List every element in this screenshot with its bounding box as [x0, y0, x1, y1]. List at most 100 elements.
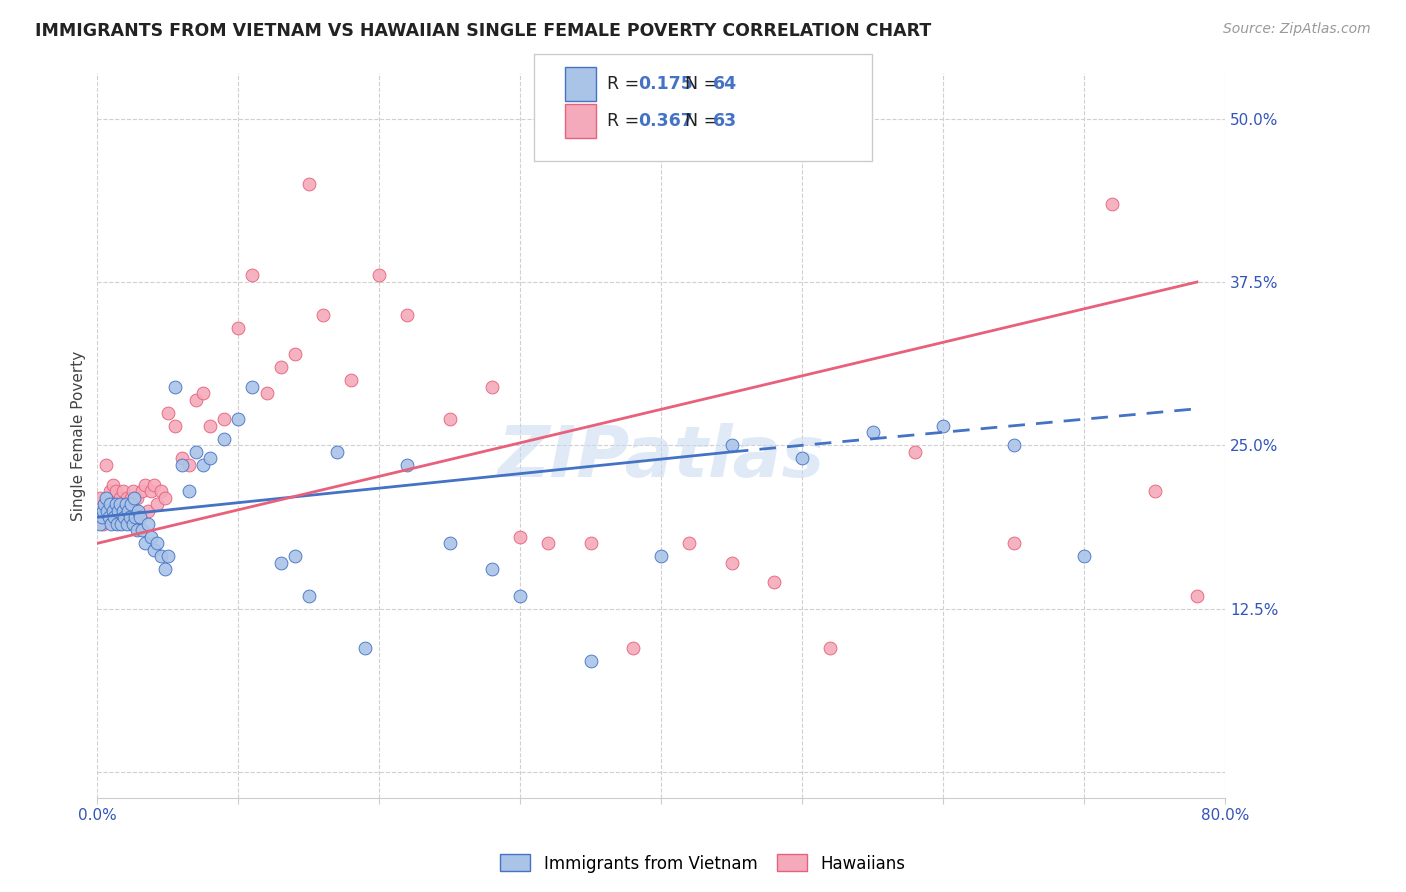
- Point: [579, 654, 602, 668]
- Point: [763, 575, 786, 590]
- Point: [177, 458, 200, 472]
- Text: 63: 63: [713, 112, 737, 130]
- Point: [170, 451, 193, 466]
- Point: [97, 497, 120, 511]
- Point: [90, 510, 112, 524]
- Point: [97, 510, 120, 524]
- Point: [184, 392, 207, 407]
- Point: [156, 549, 179, 564]
- Point: [121, 484, 143, 499]
- Point: [1143, 484, 1166, 499]
- Text: Source: ZipAtlas.com: Source: ZipAtlas.com: [1223, 22, 1371, 37]
- Point: [120, 497, 142, 511]
- Text: 0.175: 0.175: [638, 75, 693, 93]
- Point: [105, 516, 128, 531]
- Point: [93, 497, 115, 511]
- Point: [270, 359, 292, 374]
- Point: [89, 516, 111, 531]
- Text: R =: R =: [607, 112, 645, 130]
- Point: [368, 268, 391, 283]
- Point: [481, 379, 503, 393]
- Text: 0.367: 0.367: [638, 112, 693, 130]
- Point: [111, 503, 134, 517]
- Point: [153, 491, 176, 505]
- Point: [125, 523, 148, 537]
- Point: [131, 484, 153, 499]
- Point: [122, 491, 145, 505]
- Point: [112, 510, 135, 524]
- Point: [212, 412, 235, 426]
- Point: [932, 418, 955, 433]
- Point: [820, 640, 842, 655]
- Point: [1101, 196, 1123, 211]
- Point: [170, 458, 193, 472]
- Point: [1073, 549, 1095, 564]
- Point: [89, 491, 111, 505]
- Point: [720, 556, 742, 570]
- Point: [134, 477, 156, 491]
- Point: [650, 549, 672, 564]
- Point: [114, 510, 136, 524]
- Y-axis label: Single Female Poverty: Single Female Poverty: [72, 351, 86, 521]
- Point: [354, 640, 377, 655]
- Point: [104, 484, 127, 499]
- Point: [114, 497, 136, 511]
- Text: N =: N =: [685, 75, 724, 93]
- Point: [121, 516, 143, 531]
- Point: [117, 503, 139, 517]
- Point: [481, 562, 503, 576]
- Text: N =: N =: [685, 112, 724, 130]
- Point: [110, 510, 132, 524]
- Point: [100, 516, 122, 531]
- Point: [579, 536, 602, 550]
- Point: [104, 497, 127, 511]
- Point: [509, 589, 531, 603]
- Point: [107, 503, 129, 517]
- Point: [184, 445, 207, 459]
- Point: [108, 491, 131, 505]
- Legend: Immigrants from Vietnam, Hawaiians: Immigrants from Vietnam, Hawaiians: [494, 847, 912, 880]
- Point: [537, 536, 560, 550]
- Point: [91, 503, 114, 517]
- Point: [120, 491, 142, 505]
- Point: [98, 484, 121, 499]
- Point: [112, 497, 135, 511]
- Point: [118, 510, 141, 524]
- Point: [340, 373, 363, 387]
- Point: [149, 549, 172, 564]
- Point: [115, 516, 138, 531]
- Point: [163, 418, 186, 433]
- Point: [107, 503, 129, 517]
- Point: [128, 510, 150, 524]
- Point: [127, 503, 149, 517]
- Point: [110, 516, 132, 531]
- Point: [256, 386, 278, 401]
- Point: [396, 458, 419, 472]
- Point: [128, 510, 150, 524]
- Point: [191, 458, 214, 472]
- Point: [439, 536, 461, 550]
- Point: [396, 308, 419, 322]
- Point: [149, 484, 172, 499]
- Point: [326, 445, 349, 459]
- Point: [228, 412, 250, 426]
- Point: [198, 418, 221, 433]
- Point: [134, 536, 156, 550]
- Point: [177, 484, 200, 499]
- Point: [212, 432, 235, 446]
- Point: [124, 510, 146, 524]
- Point: [156, 406, 179, 420]
- Point: [142, 477, 165, 491]
- Point: [228, 320, 250, 334]
- Point: [153, 562, 176, 576]
- Point: [191, 386, 214, 401]
- Point: [284, 549, 307, 564]
- Point: [103, 497, 125, 511]
- Point: [792, 451, 814, 466]
- Point: [103, 510, 125, 524]
- Point: [111, 484, 134, 499]
- Point: [720, 438, 742, 452]
- Point: [198, 451, 221, 466]
- Point: [94, 491, 117, 505]
- Point: [862, 425, 884, 440]
